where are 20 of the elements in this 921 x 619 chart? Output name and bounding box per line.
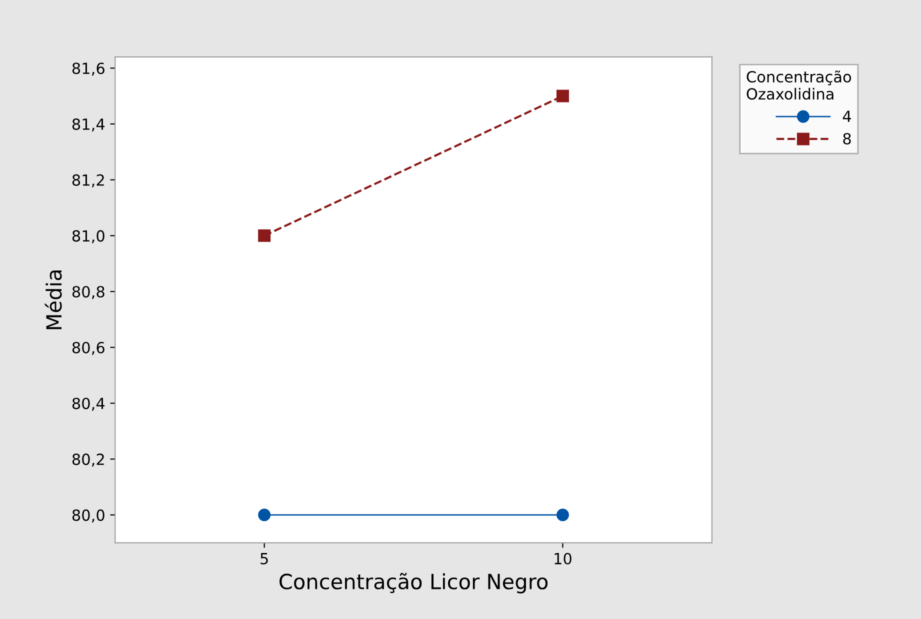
y-tick-label: 80,0 (72, 509, 104, 523)
legend-label: 4 (842, 110, 852, 122)
legend-title: Concentração Ozaxolidina (746, 70, 852, 100)
point (258, 229, 271, 242)
y-axis-title: Média (44, 270, 62, 330)
point (556, 90, 569, 102)
y-tick-label: 81,0 (72, 230, 104, 244)
x-axis-title: Concentração Licor Negro (280, 572, 548, 594)
y-tick-label: 81,4 (72, 118, 105, 132)
x-tick-label: 10 (554, 552, 572, 564)
y-tick-label: 81,2 (72, 174, 104, 188)
y-tick-label: 80,6 (72, 342, 104, 355)
legend-label: 8 (843, 132, 851, 145)
y-tick-label: 81,6 (72, 62, 104, 76)
y-tick-label: 80,2 (72, 454, 104, 467)
x-tick-label: 5 (260, 553, 268, 564)
point (556, 508, 569, 522)
y-tick-label: 80,8 (72, 286, 104, 300)
point (258, 508, 271, 522)
y-tick-label: 80,4 (72, 398, 105, 411)
